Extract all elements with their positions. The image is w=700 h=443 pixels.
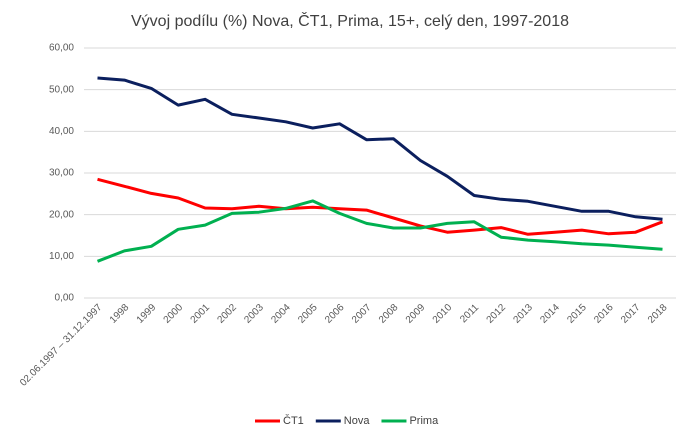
x-tick-label: 2001 <box>189 302 213 326</box>
x-tick-label: 2013 <box>511 302 535 326</box>
series-line <box>96 199 663 263</box>
x-tick-label: 2018 <box>646 302 670 326</box>
x-tick-label: 2000 <box>162 302 186 326</box>
x-tick-label: 2011 <box>458 302 481 325</box>
x-tick-label: 2003 <box>242 302 266 326</box>
x-tick-label: 2006 <box>323 302 347 326</box>
legend-label: Prima <box>409 415 439 427</box>
x-tick-label: 2012 <box>485 302 509 326</box>
legend-label: Nova <box>344 415 371 427</box>
x-tick-label: 2008 <box>377 302 401 326</box>
x-tick-label: 2015 <box>565 302 589 326</box>
x-tick-label: 02.06.1997 – 31.12.1997 <box>18 302 105 389</box>
x-tick-label: 2010 <box>431 302 455 326</box>
y-tick-label: 0,00 <box>55 293 75 304</box>
y-tick-label: 30,00 <box>49 168 74 179</box>
legend: ČT1 Nova Prima <box>255 414 439 427</box>
chart-title: Vývoj podílu (%) Nova, ČT1, Prima, 15+, … <box>131 11 569 30</box>
x-tick-label: 2005 <box>296 302 320 326</box>
x-tick-label: 1998 <box>108 302 132 326</box>
series-line <box>97 76 663 221</box>
x-tick-label: 2002 <box>215 302 239 326</box>
y-tick-label: 20,00 <box>49 209 74 220</box>
y-tick-label: 60,00 <box>49 43 74 54</box>
x-tick-label: 2014 <box>538 302 562 326</box>
x-tick-label: 2016 <box>592 302 616 326</box>
y-tick-label: 40,00 <box>49 126 74 137</box>
x-tick-label: 2007 <box>350 302 374 326</box>
legend-label: ČT1 <box>283 414 304 427</box>
x-tick-label: 2009 <box>404 302 428 326</box>
x-tick-label: 2004 <box>269 302 293 326</box>
y-tick-label: 10,00 <box>49 251 74 262</box>
x-tick-label: 1999 <box>135 302 159 326</box>
y-tick-label: 50,00 <box>49 84 74 95</box>
series-line <box>97 177 664 236</box>
x-tick-label: 2017 <box>619 302 643 326</box>
